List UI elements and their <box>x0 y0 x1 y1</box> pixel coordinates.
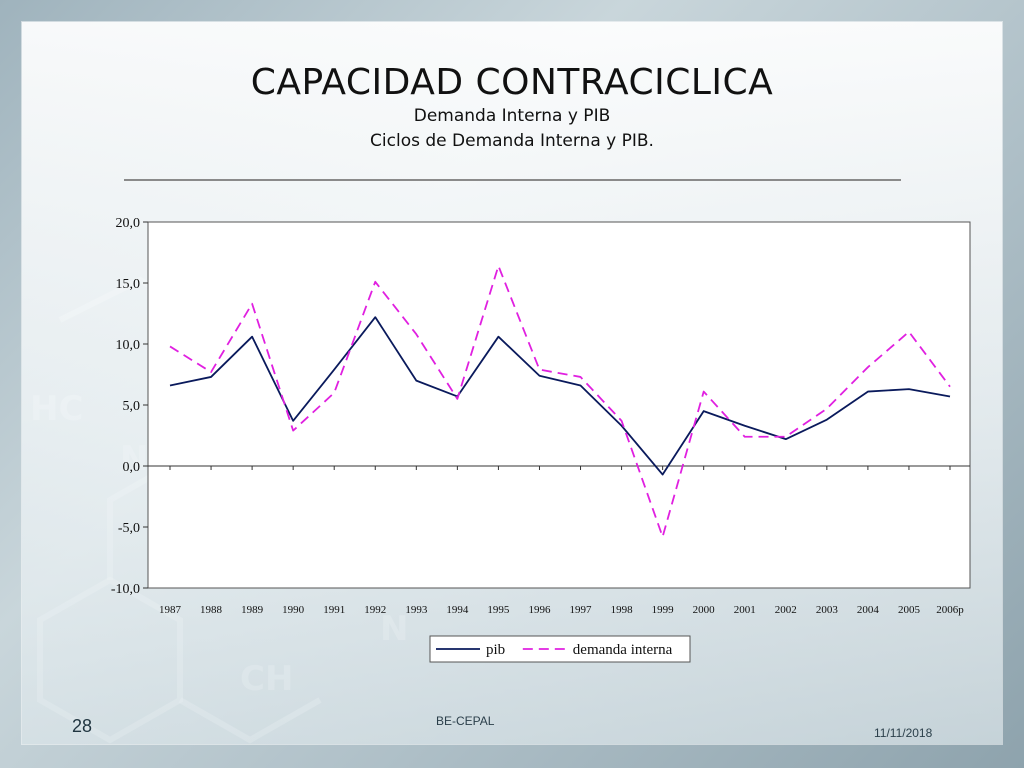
x-tick-label: 1992 <box>364 604 386 616</box>
x-tick-label: 2000 <box>693 604 716 616</box>
x-tick-label: 1991 <box>323 604 345 616</box>
y-tick-label: 10,0 <box>116 338 141 353</box>
y-tick-label: 0,0 <box>123 460 141 475</box>
slide-subtitle: Demanda Interna y PIB <box>413 106 611 126</box>
x-tick-label: 1993 <box>405 604 428 616</box>
slide-title: CAPACIDAD CONTRACICLICA <box>250 62 774 103</box>
x-tick-label: 1989 <box>241 604 264 616</box>
x-tick-label: 1987 <box>159 604 182 616</box>
x-tick-label: 2004 <box>857 604 880 616</box>
x-tick-label: 2001 <box>734 604 756 616</box>
title-divider <box>124 179 901 181</box>
y-tick-label: -5,0 <box>118 521 140 536</box>
slide-subtitle-2: Ciclos de Demanda Interna y PIB. <box>370 131 654 151</box>
y-tick-label: 20,0 <box>116 216 141 231</box>
x-tick-label: 1997 <box>570 604 593 616</box>
series-line-demanda-interna <box>169 265 951 538</box>
x-tick-label: 1990 <box>282 604 305 616</box>
legend-label: pib <box>486 642 505 658</box>
x-tick-label: 2005 <box>898 604 921 616</box>
y-tick-label: 15,0 <box>116 277 141 292</box>
x-tick-label: 1999 <box>652 604 675 616</box>
date-label: 11/11/2018 <box>874 726 933 740</box>
x-tick-label: 2003 <box>816 604 839 616</box>
source-label: BE-CEPAL <box>436 714 495 728</box>
x-tick-label: 1994 <box>446 604 469 616</box>
y-tick-label: -10,0 <box>111 582 140 597</box>
series-line-pib <box>169 316 951 476</box>
x-tick-label: 1996 <box>528 604 551 616</box>
y-tick-label: 5,0 <box>123 399 141 414</box>
x-tick-label: 1998 <box>611 604 634 616</box>
x-tick-label: 2006p <box>936 604 964 616</box>
x-tick-label: 1995 <box>487 604 510 616</box>
page-number: 28 <box>72 716 93 736</box>
x-tick-label: 1988 <box>200 604 223 616</box>
x-tick-label: 2002 <box>775 604 797 616</box>
legend-label: demanda interna <box>573 642 673 658</box>
